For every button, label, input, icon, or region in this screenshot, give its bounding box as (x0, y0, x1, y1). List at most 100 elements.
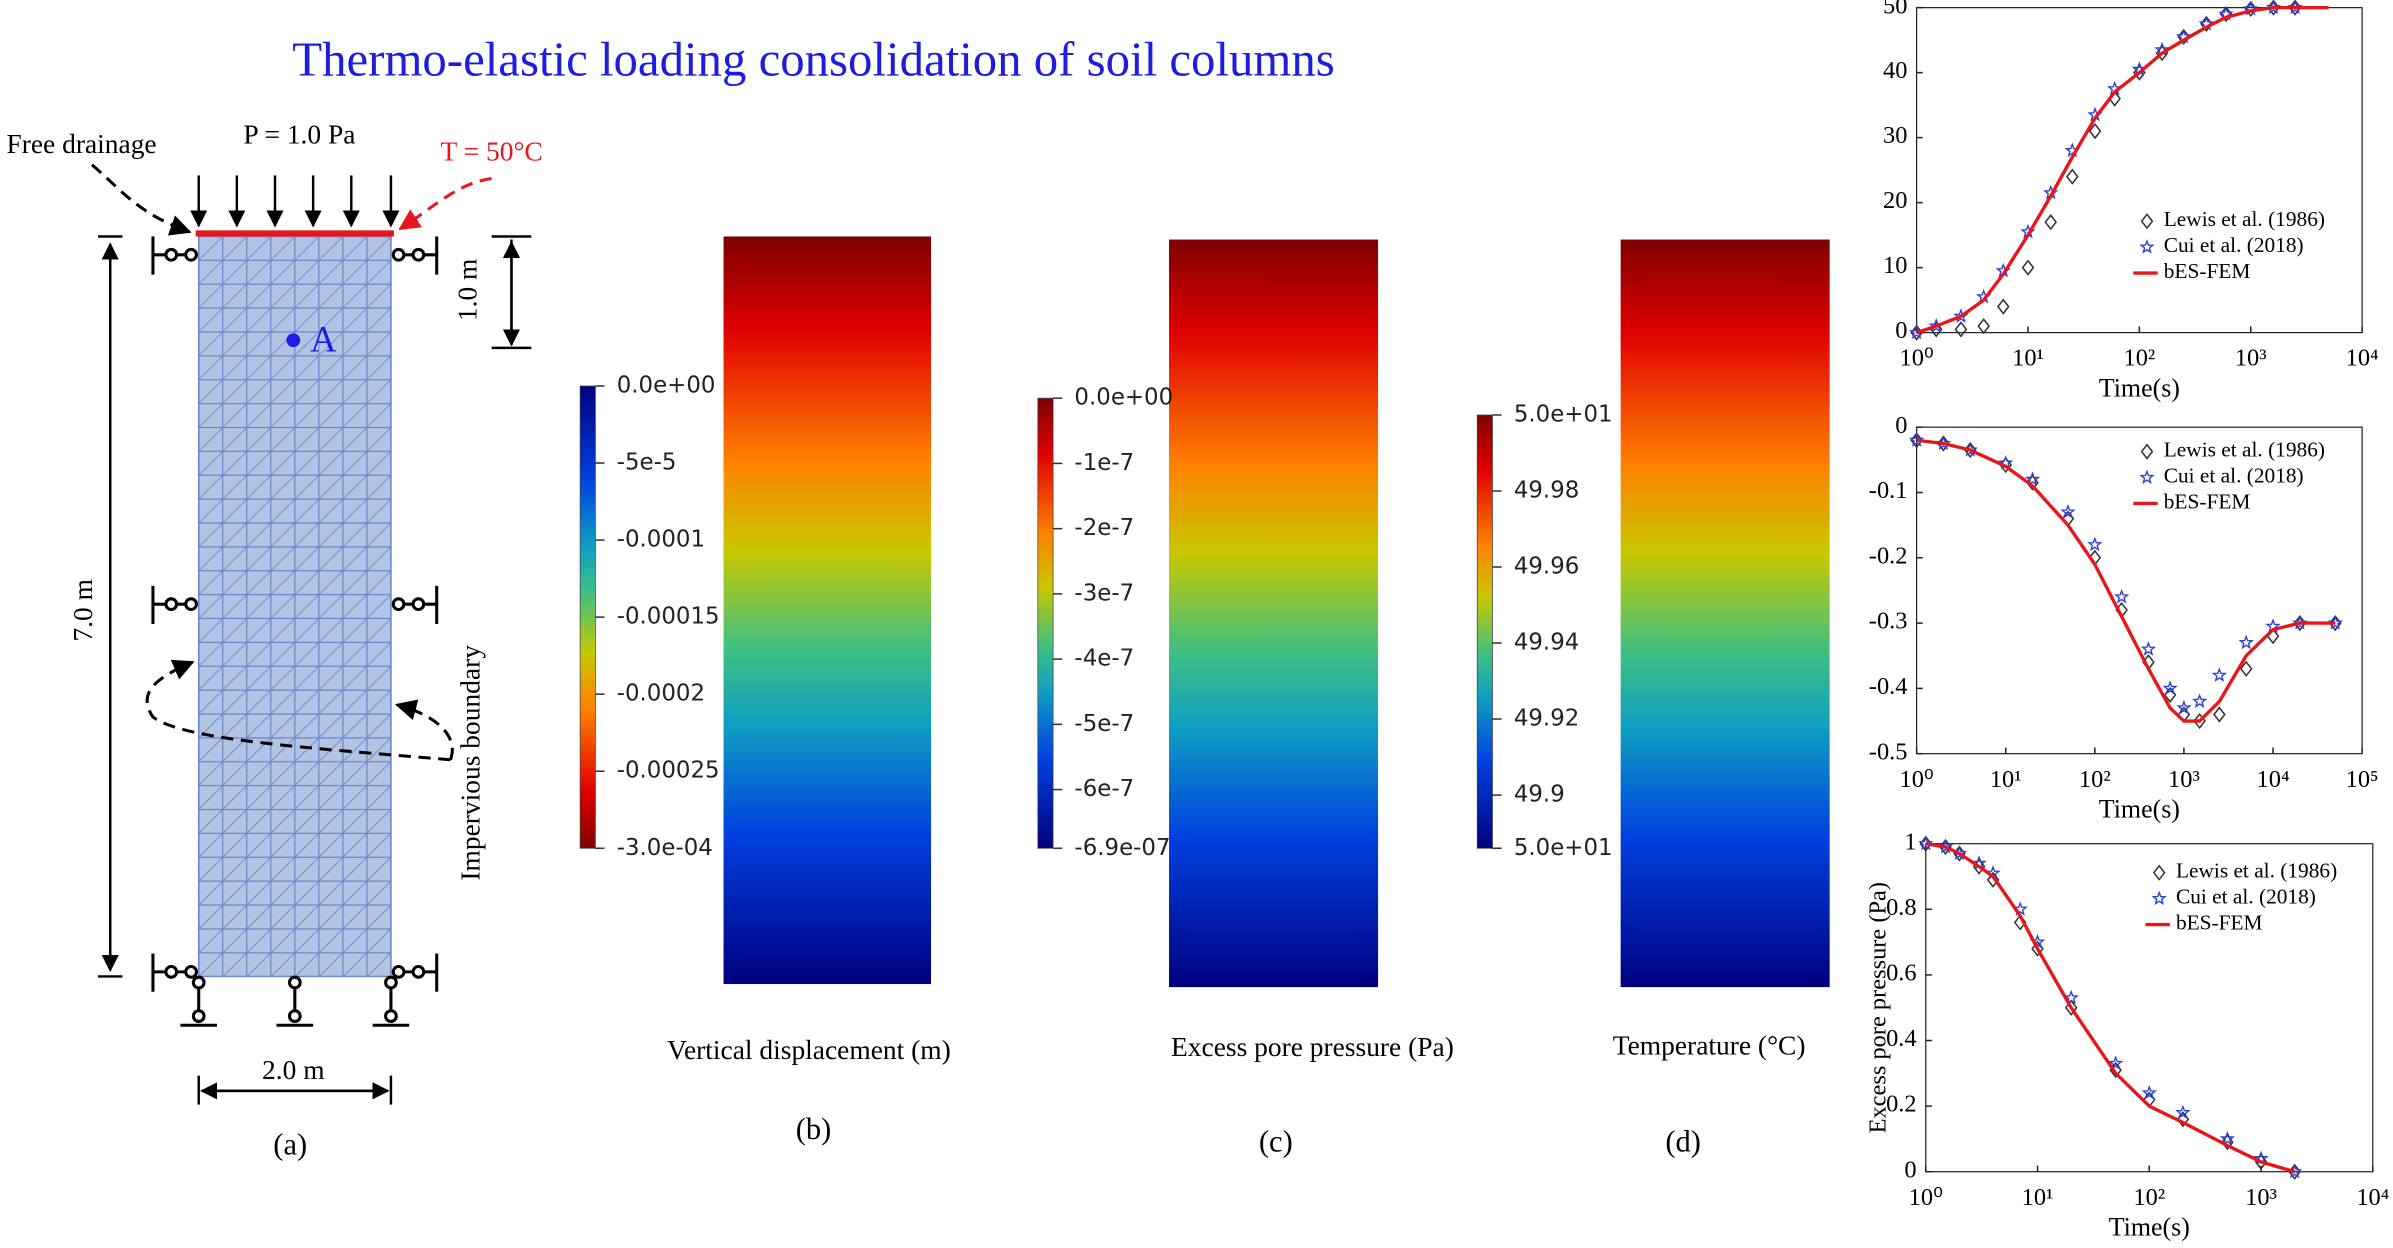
width-label: 2.0 m (262, 1055, 325, 1085)
point-a (286, 333, 301, 348)
y-tick-label: -0.4 (1869, 673, 1908, 700)
star-marker (2191, 693, 2208, 708)
legend-label: Lewis et al. (1986) (2176, 859, 2337, 883)
x-tick-label: 10⁴ (2257, 766, 2290, 793)
field-title: Excess pore pressure (Pa) (1171, 1032, 1454, 1062)
x-tick-label: 10⁴ (2356, 1184, 2389, 1211)
colorbar-tick-label: -5e-5 (617, 450, 677, 476)
x-tick-label: 10⁵ (2346, 766, 2379, 793)
legend-label: Cui et al. (2018) (2164, 233, 2304, 257)
x-tick-label: 10³ (2245, 1184, 2277, 1211)
y-tick-label: 20 (1883, 187, 1907, 214)
colorbar (1037, 397, 1054, 849)
colorbar-tick-label: -0.00025 (617, 758, 720, 784)
star-marker (2139, 239, 2155, 254)
x-tick-label: 10¹ (2012, 345, 2044, 372)
colorbar-tick-label: 49.98 (1514, 477, 1580, 503)
temperature-label: T = 50°C (441, 136, 543, 166)
x-tick-label: 10³ (2168, 766, 2200, 793)
y-tick-label: 0 (1895, 317, 1907, 344)
colorbar-tick-label: -4e-7 (1074, 646, 1134, 672)
star-marker (2107, 1055, 2124, 1071)
plot-frame (1916, 7, 2363, 334)
y-tick-label: 40 (1883, 57, 1907, 84)
colorbar-tick-label: -3e-7 (1074, 580, 1134, 606)
legend-label: Cui et al. (2018) (2164, 463, 2304, 487)
star-marker (2175, 1104, 2191, 1120)
diamond-marker (2239, 660, 2253, 677)
colorbar-tick-label: -6.9e-07 (1074, 835, 1170, 861)
dimensions (98, 235, 532, 1105)
x-tick-label: 10² (2123, 345, 2155, 372)
diamond-marker (2213, 706, 2226, 723)
y-tick-label: 0 (1895, 412, 1907, 439)
star-marker (2162, 680, 2178, 695)
depth-label: 1.0 m (453, 259, 483, 322)
series-line (1916, 438, 2336, 723)
dashed-arrows (90, 163, 454, 762)
panel-a: A Free drainage P = 1.0 Pa T = 50°C 1.0 … (6, 120, 542, 1162)
plot-frame (1925, 843, 2374, 1173)
y-tick-label: 30 (1883, 122, 1907, 149)
colorbar-tick-label: -5e-7 (1074, 711, 1134, 737)
colorbar-tick-label: 49.94 (1514, 630, 1580, 656)
star-marker (2219, 1130, 2236, 1146)
y-axis-label: Excess pore pressure (Pa) (1865, 882, 1892, 1133)
y-tick-label: 0.2 (1886, 1091, 1917, 1118)
panel-label: (b) (796, 1112, 832, 1146)
panel-label: (a) (273, 1127, 307, 1161)
diamond-marker (2026, 474, 2039, 491)
legend-label: Lewis et al. (1986) (2164, 207, 2325, 231)
colorbar-tick-label: -2e-7 (1074, 515, 1134, 541)
star-marker (2063, 989, 2079, 1005)
y-tick-label: 0.6 (1886, 960, 1917, 987)
diamond-marker (2152, 864, 2166, 881)
colorbar-tick-label: -0.00015 (617, 604, 720, 630)
x-axis-label: Time(s) (2099, 795, 2180, 824)
y-tick-label: 0.8 (1886, 894, 1917, 921)
colorbar-tick-label: 5.0e+01 (1514, 835, 1613, 861)
plot-frame (1916, 426, 2363, 755)
star-marker (2151, 890, 2167, 906)
diamond-marker (2021, 259, 2035, 276)
drainage-label: Free drainage (6, 129, 156, 159)
star-marker (2141, 1084, 2157, 1100)
x-tick-label: 10² (2133, 1184, 2165, 1211)
supports (151, 236, 439, 1027)
star-marker (2211, 667, 2228, 682)
x-axis-label: Time(s) (2109, 1213, 2190, 1242)
colorbar-tick-label: 49.96 (1514, 554, 1580, 580)
colorbar-tick-label: 5.0e+01 (1514, 401, 1613, 427)
panel-label: (d) (1665, 1124, 1701, 1158)
figure-title: Thermo-elastic loading consolidation of … (292, 31, 1335, 86)
legend-label: bES-FEM (2164, 259, 2251, 283)
star-marker (2292, 615, 2308, 630)
y-tick-label: 10 (1883, 252, 1907, 279)
legend-label: Cui et al. (2018) (2176, 885, 2316, 909)
colorbar-tick-label: -0.0002 (617, 681, 705, 707)
x-tick-label: 10³ (2235, 345, 2267, 372)
diamond-marker (2140, 213, 2154, 230)
x-tick-label: 10² (2079, 766, 2111, 793)
height-label: 7.0 m (68, 579, 98, 642)
star-marker (2265, 0, 2282, 15)
colorbar-tick-label: 49.9 (1514, 782, 1565, 808)
heat-arrow (398, 176, 492, 231)
colorbar-tick-label: -3.0e-04 (617, 835, 713, 861)
colorbar-tick-label: -6e-7 (1074, 776, 1134, 802)
diamond-marker (1954, 321, 1968, 338)
star-marker (2176, 699, 2192, 715)
mesh (197, 235, 392, 978)
field-plot (1169, 239, 1379, 988)
x-tick-label: 10¹ (2022, 1184, 2054, 1211)
point-label: A (310, 319, 337, 360)
colorbar (579, 385, 596, 849)
star-marker (2060, 504, 2076, 519)
diamond-marker (1996, 298, 2010, 315)
legend-label: Lewis et al. (1986) (2164, 438, 2325, 462)
star-marker (2113, 588, 2130, 604)
x-tick-label: 10⁴ (2346, 345, 2379, 372)
star-marker (1918, 835, 1934, 851)
diamond-marker (2088, 123, 2102, 140)
